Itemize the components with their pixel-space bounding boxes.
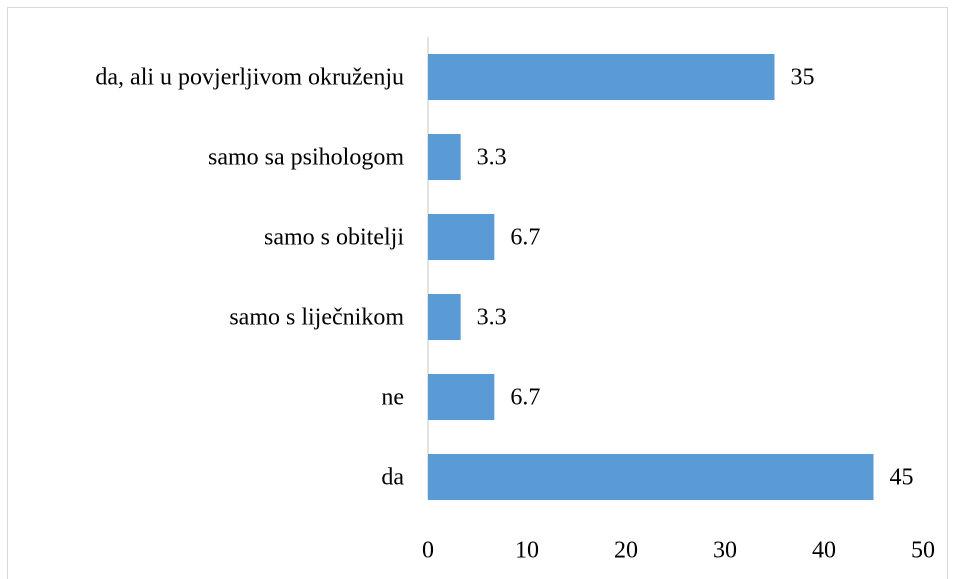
y-tick-label: da [381, 465, 404, 491]
x-tick-label: 10 [515, 538, 539, 564]
bar [428, 134, 461, 180]
y-tick-label: ne [381, 385, 404, 411]
chart-border [7, 7, 948, 579]
data-label: 3.3 [477, 145, 507, 171]
data-label: 6.7 [510, 225, 540, 251]
data-label: 35 [791, 65, 815, 91]
x-tick-label: 0 [422, 538, 434, 564]
bar [428, 454, 874, 500]
y-tick-label: samo s liječnikom [229, 305, 404, 331]
data-label: 45 [890, 465, 914, 491]
data-label: 6.7 [510, 385, 540, 411]
y-tick-label: samo sa psihologom [208, 145, 404, 171]
bar [428, 374, 495, 420]
x-tick-label: 30 [713, 538, 737, 564]
bar [428, 294, 461, 340]
data-label: 3.3 [477, 305, 507, 331]
bar [428, 54, 775, 100]
x-tick-label: 50 [911, 538, 935, 564]
y-tick-label: da, ali u povjerljivom okruženju [95, 65, 404, 91]
bar [428, 214, 495, 260]
x-tick-label: 20 [614, 538, 638, 564]
x-tick-label: 40 [812, 538, 836, 564]
y-tick-label: samo s obitelji [264, 225, 404, 251]
